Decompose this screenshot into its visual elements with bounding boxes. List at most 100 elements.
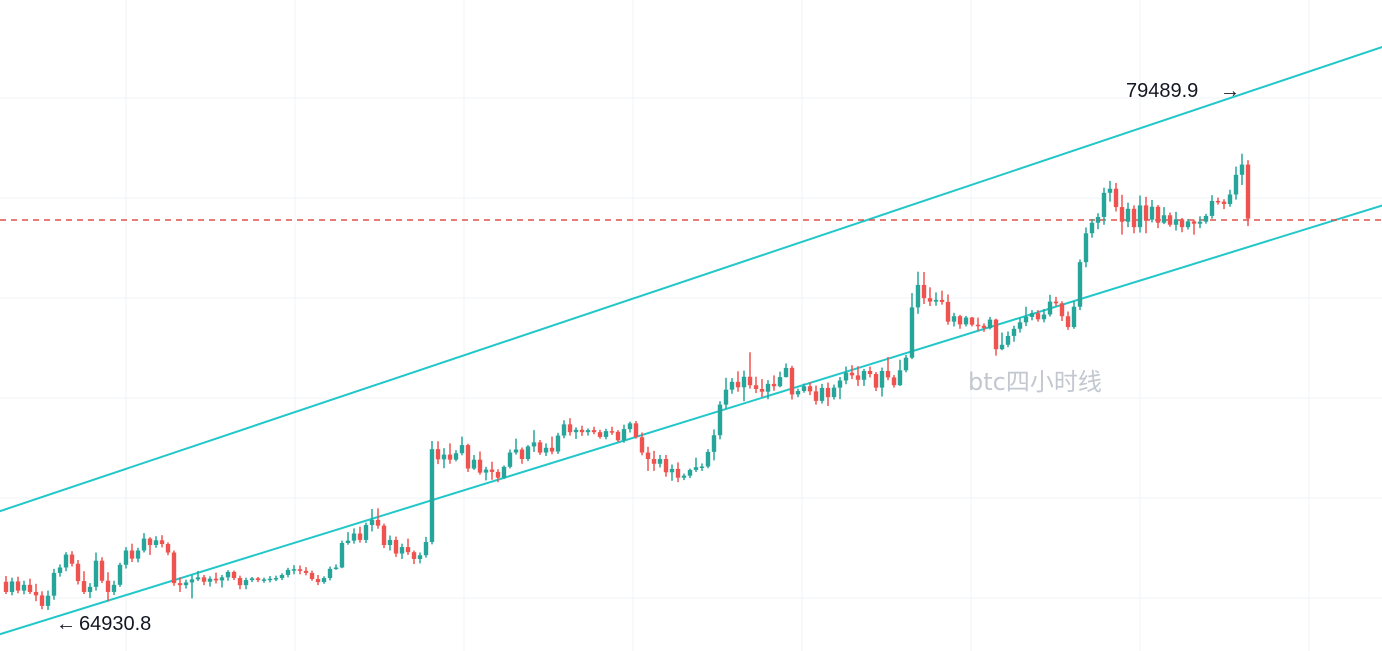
candle-body (615, 431, 621, 441)
candle (1101, 187, 1107, 225)
candle (483, 466, 489, 481)
candle-body (441, 454, 447, 460)
candle (1179, 217, 1185, 233)
candle-body (669, 468, 675, 473)
candle-body (843, 372, 849, 381)
candle-body (1131, 208, 1137, 228)
candle-body (387, 539, 393, 546)
candle-body (285, 569, 291, 575)
candle-body (1047, 301, 1053, 315)
candle (357, 526, 363, 543)
candle (663, 454, 669, 477)
candle (999, 332, 1005, 351)
candle-body (987, 319, 993, 329)
candle (303, 567, 309, 576)
candle (75, 560, 81, 585)
candle-body (645, 452, 651, 460)
candle-body (579, 429, 585, 433)
candle-body (921, 284, 927, 299)
candles (3, 153, 1251, 610)
candle (9, 577, 15, 596)
candle-body (873, 374, 879, 388)
candle (1185, 218, 1191, 230)
candle (969, 316, 975, 327)
candle (867, 366, 873, 378)
candle (843, 366, 849, 385)
candle (249, 577, 255, 583)
candle-body (63, 554, 69, 568)
candle-body (849, 372, 855, 376)
candle-body (891, 377, 897, 386)
candle-body (27, 584, 33, 592)
candle-body (393, 539, 399, 554)
candle (1143, 196, 1149, 234)
candle-body (171, 552, 177, 584)
candle-body (795, 391, 801, 395)
candle-body (453, 453, 459, 460)
candle-body (1017, 322, 1023, 329)
candle (525, 445, 531, 462)
candle (15, 576, 21, 594)
candle (147, 537, 153, 555)
candle-body (297, 569, 303, 571)
candle-body (123, 550, 129, 565)
candle (423, 536, 429, 558)
candle (747, 352, 753, 389)
candle (225, 570, 231, 581)
candle (489, 461, 495, 480)
left-arrow-icon: ← (56, 613, 76, 635)
candle-body (1143, 205, 1149, 220)
candle-body (135, 550, 141, 559)
candle-body (1083, 233, 1089, 263)
candle-body (855, 375, 861, 380)
candle-body (897, 370, 903, 386)
candle (555, 432, 561, 454)
candle (369, 509, 375, 532)
candle (135, 547, 141, 563)
candle-body (321, 578, 327, 583)
candle-body (369, 519, 375, 525)
candle (1227, 189, 1233, 207)
candle-body (435, 449, 441, 460)
candle (633, 420, 639, 439)
candle-body (51, 572, 57, 596)
candle-body (1161, 215, 1167, 223)
candle (1065, 311, 1071, 330)
candle-body (471, 459, 477, 469)
candle-body (147, 538, 153, 546)
candle (729, 378, 735, 394)
right-arrow-icon: → (1220, 80, 1240, 102)
candle-body (831, 387, 837, 398)
candle-body (537, 442, 543, 453)
candle-body (651, 459, 657, 464)
candle (789, 365, 795, 400)
candle (255, 577, 261, 583)
candle (855, 366, 861, 386)
candle-body (255, 578, 261, 581)
candle-body (333, 567, 339, 569)
candle (603, 428, 609, 440)
candle (723, 377, 729, 409)
candle (753, 376, 759, 394)
candle-body (1215, 200, 1221, 203)
candle (909, 293, 915, 360)
candle (771, 375, 777, 391)
candle (411, 550, 417, 565)
candle (621, 424, 627, 443)
candle (585, 428, 591, 436)
candle-body (747, 376, 753, 386)
candle (1113, 182, 1119, 212)
candle (1047, 294, 1053, 317)
candle (81, 571, 87, 594)
candle-body (627, 423, 633, 430)
candle (1041, 309, 1047, 323)
candle-body (411, 552, 417, 559)
candle-body (819, 387, 825, 401)
candle (327, 566, 333, 581)
candle-body (1059, 303, 1065, 317)
candle (837, 377, 843, 400)
candle (993, 318, 999, 356)
candle-body (363, 524, 369, 540)
candle-body (1227, 194, 1233, 205)
candle (567, 418, 573, 436)
